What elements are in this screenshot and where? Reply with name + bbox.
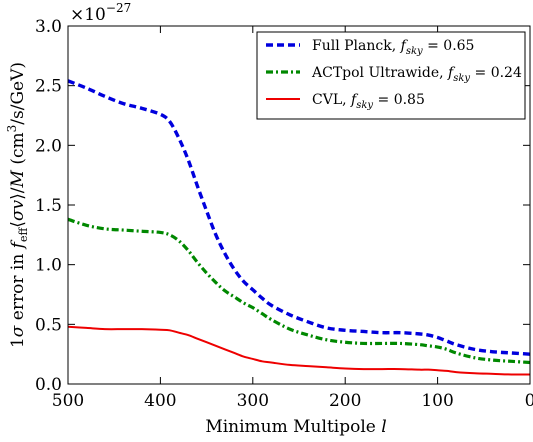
y-label-avg: ⟨: [8, 221, 28, 228]
y-axis-label: 1σ error in feff⟨σv⟩/M (cm3/s/GeV): [5, 62, 30, 348]
x-tick-label: 500: [52, 391, 84, 411]
y-tick-label: 2.0: [35, 136, 62, 156]
x-tick-label: 0: [525, 391, 533, 411]
y-tick-label: 3.0: [35, 17, 62, 37]
y-multiplier-exponent: −27: [106, 1, 131, 15]
x-tick-label: 300: [237, 391, 269, 411]
series-line-3: [67, 325, 531, 376]
y-label-sigma: σ: [8, 325, 28, 337]
legend-label-3: CVL, fsky = 0.85: [312, 92, 425, 111]
y-tick-label: 1.0: [35, 256, 62, 276]
x-axis-label: Minimum Multipole l: [205, 417, 386, 437]
y-label-cube: 3: [5, 125, 19, 133]
y-label-units: (cm: [8, 132, 28, 170]
y-tick-label: 2.5: [35, 77, 62, 97]
y-tick-label: 0.5: [35, 315, 62, 335]
y-tick-label: 1.5: [35, 196, 62, 216]
x-tick-label: 400: [144, 391, 176, 411]
legend-label-2: ACTpol Ultrawide, fsky = 0.24: [311, 65, 522, 84]
series-line-2: [67, 217, 531, 365]
legend: Full Planck, fsky = 0.65 ACTpol Ultrawide…: [256, 31, 526, 120]
legend-label-1: Full Planck, fsky = 0.65: [312, 38, 474, 57]
series-line-1: [67, 79, 531, 356]
y-label-part-1: 1: [8, 337, 28, 348]
y-label-units-rest: /s/GeV): [8, 62, 28, 125]
y-label-part-2: error in: [8, 248, 28, 325]
axis-ticks: 500 400 300 200 100 0 0.0 0.5 1.0 1.5 2.0 2.5 3.0: [35, 17, 533, 411]
series-layer: [67, 79, 531, 376]
y-label-f: f: [8, 239, 28, 250]
y-label-sigmav: σv: [8, 199, 28, 221]
y-multiplier-times: ×10: [70, 5, 106, 25]
x-tick-label: 200: [329, 391, 361, 411]
y-label-avg-close: ⟩/: [8, 187, 28, 200]
y-label-eff: eff: [17, 227, 30, 243]
x-axis-label-text: Minimum Multipole: [205, 417, 381, 437]
y-label-M: M: [8, 169, 28, 188]
x-axis-label-var: l: [381, 417, 386, 437]
legend-box: [256, 31, 526, 120]
x-tick-label: 100: [421, 391, 453, 411]
y-tick-label: 0.0: [35, 375, 62, 395]
y-axis-multiplier: ×10−27: [70, 1, 131, 25]
